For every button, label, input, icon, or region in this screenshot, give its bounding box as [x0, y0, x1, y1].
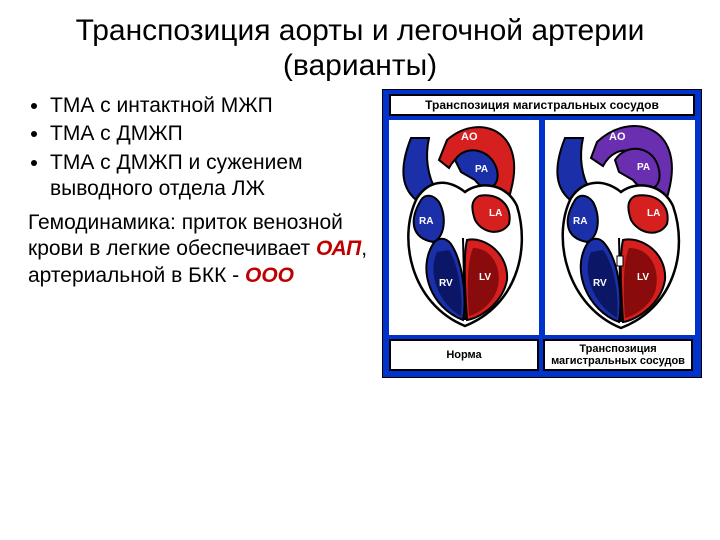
heart-panel-normal: AO PA LA RA LV RV [389, 120, 539, 335]
label-lv: LV [479, 272, 491, 283]
slide-body: ТМА с интактной МЖП ТМА с ДМЖП ТМА с ДМЖ… [0, 89, 720, 378]
label-ao: AO [461, 131, 478, 143]
hearts-row: AO PA LA RA LV RV [383, 118, 701, 337]
label-rv: RV [439, 278, 453, 289]
heart-panel-transposition: AO PA LA RA LV RV [545, 120, 695, 335]
figure-frame: Транспозиция магистральных сосудов [382, 89, 702, 378]
hemo-lead: Гемодинамика: приток венозной крови в ле… [28, 211, 343, 260]
bullet-list: ТМА с интактной МЖП ТМА с ДМЖП ТМА с ДМЖ… [28, 93, 370, 202]
caption-row: Норма Транспозиция магистральных сосудов [383, 337, 701, 377]
hemo-em-oap: ОАП [316, 237, 361, 260]
label-lv: LV [637, 272, 649, 283]
slide-title: Транспозиция аорты и легочной артерии (в… [0, 0, 720, 89]
label-ra: RA [419, 216, 433, 227]
label-rv: RV [593, 278, 607, 289]
caption-transposition: Транспозиция магистральных сосудов [543, 339, 693, 371]
list-item: ТМА с ДМЖП [50, 121, 370, 147]
label-ao: AO [609, 131, 626, 143]
label-pa: PA [475, 164, 488, 175]
slide: Транспозиция аорты и легочной артерии (в… [0, 0, 720, 540]
hemo-em-ooo: ООО [245, 264, 294, 287]
hemodynamics-paragraph: Гемодинамика: приток венозной крови в ле… [28, 210, 370, 289]
label-ra: RA [573, 216, 587, 227]
figure-header: Транспозиция магистральных сосудов [389, 94, 695, 116]
text-column: ТМА с интактной МЖП ТМА с ДМЖП ТМА с ДМЖ… [28, 89, 370, 378]
figure-column: Транспозиция магистральных сосудов [382, 89, 702, 378]
label-la: LA [647, 208, 660, 219]
list-item: ТМА с ДМЖП и сужением выводного отдела Л… [50, 150, 370, 203]
label-la: LA [489, 208, 502, 219]
list-item: ТМА с интактной МЖП [50, 93, 370, 119]
heart-normal-svg: AO PA LA RA LV RV [389, 120, 539, 335]
label-pa: PA [637, 162, 650, 173]
caption-normal: Норма [389, 339, 539, 371]
heart-tga-svg: AO PA LA RA LV RV [545, 120, 695, 335]
